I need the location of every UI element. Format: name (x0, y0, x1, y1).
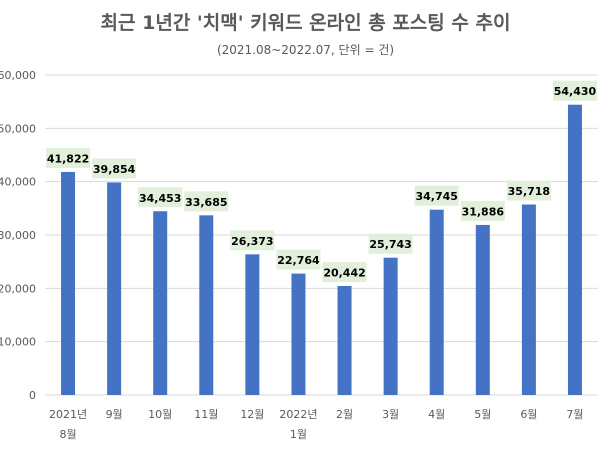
chart-title: 최근 1년간 '치맥' 키워드 온라인 총 포스팅 수 추이 (100, 12, 511, 34)
data-label: 34,745 (415, 190, 457, 203)
y-tick-label: 30,000 (0, 229, 36, 242)
data-label-bg (230, 230, 275, 251)
x-tick-label: 2021년 (49, 408, 87, 421)
bar (291, 273, 306, 395)
chart-subtitle: (2021.08~2022.07, 단위 = 건) (216, 43, 395, 57)
x-tick-label: 2월 (336, 408, 353, 421)
y-tick-label: 10,000 (0, 336, 36, 349)
data-label-bg (138, 187, 183, 208)
bar (107, 182, 122, 395)
x-tick-label: 11월 (194, 408, 218, 421)
bar (429, 209, 444, 395)
data-label: 22,764 (277, 254, 320, 267)
data-label: 33,685 (185, 196, 227, 209)
bar (199, 215, 214, 395)
x-tick-label: 9월 (106, 408, 123, 421)
x-tick-label: 1월 (290, 428, 307, 441)
y-tick-label: 0 (29, 389, 36, 402)
data-label-bg (460, 200, 505, 221)
y-tick-label: 40,000 (0, 176, 36, 189)
data-label-bg (92, 158, 137, 179)
data-label-bg (414, 185, 459, 206)
bar (337, 285, 352, 395)
data-label: 26,373 (231, 235, 273, 248)
x-tick-label: 12월 (240, 408, 264, 421)
data-label-bg (322, 261, 367, 282)
bar (153, 211, 168, 395)
bar (475, 224, 490, 395)
data-label: 25,743 (369, 238, 411, 251)
bar (383, 257, 398, 395)
bar (567, 104, 582, 395)
y-tick-label: 20,000 (0, 282, 36, 295)
x-tick-label: 3월 (382, 408, 399, 421)
bar (521, 204, 536, 395)
x-tick-label: 6월 (520, 408, 537, 421)
y-tick-label: 50,000 (0, 122, 36, 135)
data-label: 20,442 (323, 266, 365, 279)
data-label-bg (506, 180, 551, 201)
data-label: 54,430 (554, 85, 597, 98)
x-tick-label: 4월 (428, 408, 445, 421)
data-label-bg (184, 191, 229, 212)
x-tick-label: 7월 (566, 408, 583, 421)
data-label-bg (276, 249, 321, 270)
data-label: 39,854 (93, 163, 136, 176)
data-label: 35,718 (508, 185, 550, 198)
x-tick-label: 8월 (59, 428, 76, 441)
data-label-bg (46, 147, 91, 168)
x-tick-label: 10월 (148, 408, 172, 421)
data-label-bg (368, 233, 413, 254)
data-label: 41,822 (47, 152, 89, 165)
data-label: 31,886 (462, 205, 505, 218)
x-tick-label: 5월 (474, 408, 491, 421)
data-label: 34,453 (139, 192, 181, 205)
x-tick-label: 2022년 (279, 408, 317, 421)
bar (61, 171, 76, 395)
bar (245, 254, 260, 395)
data-label-bg (552, 80, 597, 101)
y-tick-label: 60,000 (0, 69, 36, 82)
